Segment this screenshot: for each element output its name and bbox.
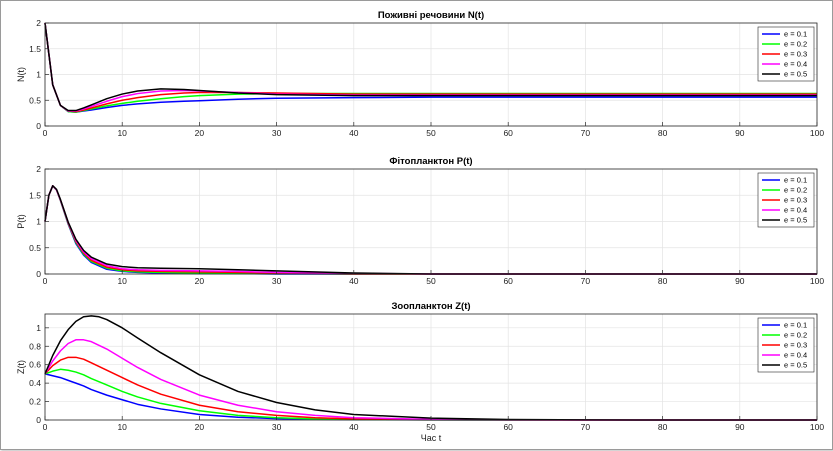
subplot-title: Поживні речовини N(t): [378, 10, 484, 21]
y-tick-label: 1: [36, 70, 41, 80]
x-tick-label: 10: [117, 128, 127, 138]
y-axis-label: Z(t): [16, 360, 26, 374]
legend-entry: e = 0.5: [784, 70, 807, 79]
y-tick-label: 0.2: [29, 397, 41, 407]
y-tick-label: 0.6: [29, 360, 41, 370]
y-tick-label: 0: [36, 415, 41, 425]
y-tick-label: 0: [36, 121, 41, 131]
legend-entry: e = 0.5: [784, 216, 807, 225]
x-tick-label: 60: [503, 276, 513, 286]
x-tick-label: 80: [658, 128, 668, 138]
y-tick-label: 1: [36, 217, 41, 227]
legend-entry: e = 0.3: [784, 50, 807, 59]
y-tick-label: 0.5: [29, 95, 41, 105]
x-tick-label: 30: [272, 276, 282, 286]
y-tick-label: 1.5: [29, 190, 41, 200]
x-tick-label: 60: [503, 128, 513, 138]
legend-entry: e = 0.4: [784, 351, 807, 360]
subplot-title: Зоопланктон Z(t): [391, 301, 470, 312]
legend-entry: e = 0.3: [784, 196, 807, 205]
legend-entry: e = 0.5: [784, 361, 807, 370]
x-tick-label: 40: [349, 128, 359, 138]
legend-entry: e = 0.1: [784, 30, 807, 39]
legend-entry: e = 0.4: [784, 206, 807, 215]
series-line-5: [44, 315, 817, 421]
legend: e = 0.1e = 0.2e = 0.3e = 0.4e = 0.5: [757, 317, 815, 373]
x-tick-label: 70: [581, 422, 591, 432]
x-tick-label: 30: [272, 128, 282, 138]
y-axis-label: N(t): [16, 67, 26, 82]
x-tick-label: 80: [658, 422, 668, 432]
legend-entry: e = 0.2: [784, 186, 807, 195]
subplot-3: 0 10 20 30 40 50 60 70 80 90 100 0 0.2 0.4 0.6 0.8 1 Зооп…: [16, 301, 824, 443]
x-tick-label: 20: [195, 276, 205, 286]
subplot-2: 0 10 20 30 40 50 60 70 80 90 100 0 0.5 1 1.5 2 Фітопланк…: [16, 156, 824, 286]
y-axis-label: P(t): [16, 214, 26, 229]
x-tick-label: 60: [503, 422, 513, 432]
x-tick-label: 50: [426, 128, 436, 138]
y-tick-label: 2: [36, 164, 41, 174]
series-line-5: [44, 22, 817, 112]
x-tick-label: 100: [810, 128, 824, 138]
x-tick-label: 90: [735, 276, 745, 286]
x-tick-label: 0: [43, 422, 48, 432]
x-tick-label: 80: [658, 276, 668, 286]
x-tick-label: 50: [426, 276, 436, 286]
y-tick-label: 0.4: [29, 378, 41, 388]
y-tick-label: 0.5: [29, 243, 41, 253]
x-tick-label: 10: [117, 276, 127, 286]
x-tick-label: 0: [43, 128, 48, 138]
x-tick-label: 90: [735, 128, 745, 138]
legend-entry: e = 0.3: [784, 341, 807, 350]
y-tick-label: 1: [36, 323, 41, 333]
legend: e = 0.1e = 0.2e = 0.3e = 0.4e = 0.5: [757, 172, 815, 228]
x-tick-label: 70: [581, 276, 591, 286]
legend: e = 0.1e = 0.2e = 0.3e = 0.4e = 0.5: [757, 26, 815, 82]
x-tick-label: 90: [735, 422, 745, 432]
subplot-title: Фітопланктон P(t): [389, 156, 472, 167]
x-tick-label: 10: [117, 422, 127, 432]
y-tick-label: 0: [36, 269, 41, 279]
x-tick-label: 30: [272, 422, 282, 432]
x-tick-label: 40: [349, 276, 359, 286]
legend-entry: e = 0.2: [784, 331, 807, 340]
subplot-1: 0 10 20 30 40 50 60 70 80 90 100 0 0.5 1 1.5 2 Поживні р…: [16, 10, 824, 138]
x-tick-label: 50: [426, 422, 436, 432]
x-tick-label: 70: [581, 128, 591, 138]
legend-entry: e = 0.2: [784, 40, 807, 49]
x-axis-label: Час t: [421, 433, 442, 443]
x-tick-label: 100: [810, 422, 824, 432]
y-tick-label: 1.5: [29, 44, 41, 54]
x-tick-label: 100: [810, 276, 824, 286]
y-tick-label: 0.8: [29, 341, 41, 351]
legend-entry: e = 0.1: [784, 321, 807, 330]
y-tick-label: 2: [36, 18, 41, 28]
x-tick-label: 40: [349, 422, 359, 432]
legend-entry: e = 0.1: [784, 176, 807, 185]
x-tick-label: 20: [195, 128, 205, 138]
x-tick-label: 20: [195, 422, 205, 432]
legend-entry: e = 0.4: [784, 60, 807, 69]
x-tick-label: 0: [43, 276, 48, 286]
